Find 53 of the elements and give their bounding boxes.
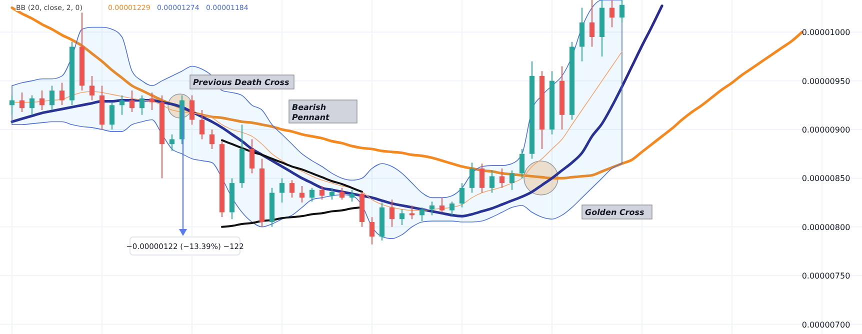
candlestick bbox=[310, 187, 314, 202]
candlestick bbox=[10, 94, 14, 116]
candlestick bbox=[510, 170, 514, 190]
candlestick bbox=[90, 75, 94, 101]
candlestick bbox=[250, 138, 254, 174]
y-tick-label: 0.00000850 bbox=[802, 174, 850, 184]
candlestick bbox=[440, 197, 444, 213]
candlestick bbox=[290, 180, 294, 198]
candlestick bbox=[330, 187, 334, 200]
annotation: Golden Cross bbox=[585, 208, 645, 217]
candlestick bbox=[350, 189, 354, 202]
y-tick-label: 0.00001000 bbox=[802, 28, 850, 38]
candlestick bbox=[150, 92, 154, 111]
candlestick bbox=[50, 85, 54, 111]
candlestick bbox=[420, 206, 424, 222]
candlestick bbox=[610, 0, 614, 28]
candlestick bbox=[340, 187, 344, 200]
candlestick bbox=[460, 182, 464, 208]
candlestick bbox=[300, 185, 304, 204]
candlestick bbox=[20, 92, 24, 112]
candlestick bbox=[620, 0, 624, 23]
line-series bbox=[221, 139, 363, 193]
candlestick bbox=[470, 162, 474, 194]
candlestick bbox=[170, 134, 174, 152]
y-tick-label: 0.00000950 bbox=[802, 76, 850, 86]
y-tick-label: 0.00000700 bbox=[802, 320, 850, 330]
candlestick bbox=[130, 90, 134, 112]
candlestick bbox=[390, 199, 394, 228]
candlestick bbox=[450, 201, 454, 216]
candlestick bbox=[200, 110, 204, 140]
candlestick bbox=[120, 94, 124, 116]
candlestick bbox=[480, 163, 484, 194]
candlestick bbox=[280, 178, 284, 204]
candlestick bbox=[190, 94, 194, 126]
candlestick bbox=[60, 82, 64, 106]
candlestick bbox=[490, 170, 494, 194]
candlestick bbox=[110, 102, 114, 130]
candlestick bbox=[30, 94, 34, 116]
y-tick-label: 0.00000750 bbox=[802, 272, 850, 281]
candlestick bbox=[210, 129, 214, 150]
annotation: Bearish Pennant bbox=[292, 103, 331, 122]
candlestick bbox=[520, 148, 524, 179]
y-tick-label: 0.00000900 bbox=[802, 126, 850, 135]
candlestick bbox=[320, 185, 324, 200]
candlestick bbox=[400, 208, 404, 226]
candlestick bbox=[140, 94, 144, 116]
candlestick bbox=[40, 90, 44, 111]
candlestick bbox=[370, 216, 374, 245]
y-tick-label: 0.00000800 bbox=[802, 222, 850, 232]
candlestick bbox=[590, 0, 594, 48]
candlestick bbox=[500, 168, 504, 188]
annotation: Previous Death Cross bbox=[193, 78, 290, 87]
candlestick bbox=[430, 201, 434, 216]
